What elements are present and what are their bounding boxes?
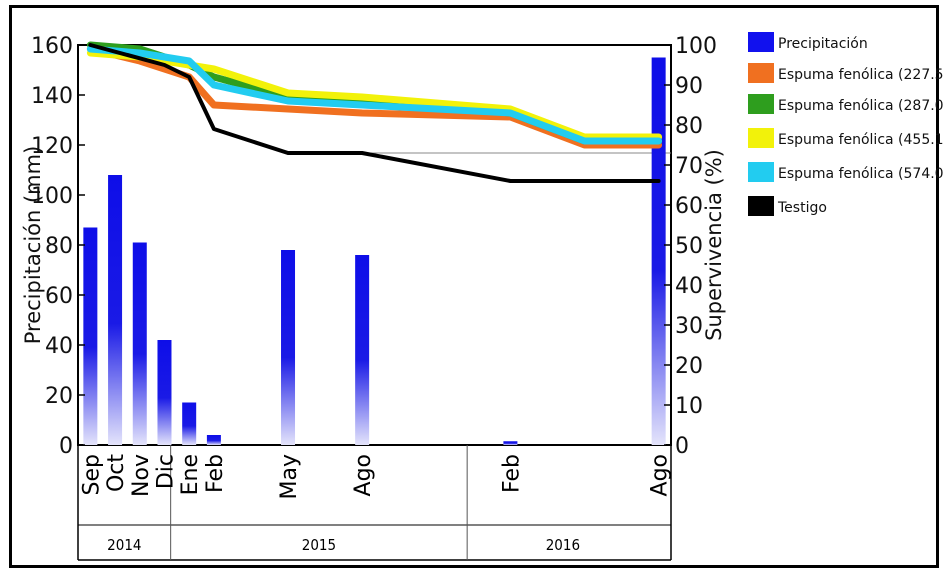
y2-axis-title: Supervivencia (%) (702, 149, 726, 341)
legend-swatch (748, 128, 774, 148)
y-tick-label: 20 (45, 384, 73, 409)
x-tick-label: Ene (178, 454, 203, 495)
y2-tick-label: 0 (675, 434, 689, 459)
x-tick-label: Oct (104, 454, 129, 492)
series-line (86, 45, 663, 149)
precipitation-bar (503, 441, 518, 445)
legend-label: Precipitación (778, 36, 868, 52)
precipitation-bar (132, 242, 147, 445)
legend-swatch (748, 94, 774, 114)
y2-tick-label: 10 (675, 394, 703, 419)
x-tick-label: Feb (499, 454, 524, 493)
y-tick-label: 40 (45, 334, 73, 359)
legend-label: Espuma fenólica (574.0 ml) (778, 166, 946, 182)
y2-tick-label: 40 (675, 274, 703, 299)
precipitation-bar (355, 255, 370, 445)
legend-swatch (748, 32, 774, 52)
bars-layer (83, 57, 666, 445)
y2-tick-label: 70 (675, 154, 703, 179)
precipitation-bar (108, 175, 123, 445)
y2-tick-label: 50 (675, 234, 703, 259)
precipitation-bar (281, 250, 296, 445)
series-line (88, 43, 661, 183)
x-tick-label: Nov (129, 454, 154, 497)
y-tick-label: 160 (31, 34, 73, 59)
x-tick-label: May (277, 454, 302, 499)
y-tick-label: 120 (31, 134, 73, 159)
precipitation-bar (182, 402, 197, 445)
y2-tick-label: 60 (675, 194, 703, 219)
lines-layer (86, 41, 663, 183)
legend-swatch (748, 196, 774, 216)
year-label: 2016 (546, 536, 580, 554)
legend-label: Espuma fenólica (287.0 ml) (778, 98, 946, 114)
y-tick-label: 100 (31, 184, 73, 209)
figure-frame (9, 5, 939, 568)
legend: Precipitación Espuma fenólica (227.5 ml) E… (748, 32, 946, 216)
precipitation-bar (651, 57, 666, 445)
year-label: 2015 (302, 536, 336, 554)
y-tick-label: 0 (59, 434, 73, 459)
y-tick-label: 60 (45, 284, 73, 309)
legend-label: Espuma fenólica (455.1 ml) (778, 132, 946, 148)
precipitation-bar (83, 227, 98, 445)
x-tick-label: Feb (203, 454, 228, 493)
y2-tick-label: 90 (675, 74, 703, 99)
precipitation-bar (157, 340, 172, 445)
y2-tick-label: 80 (675, 114, 703, 139)
y-axis-title: Precipitación (mm) (21, 146, 45, 345)
y2-tick-label: 30 (675, 314, 703, 339)
y-tick-label: 140 (31, 84, 73, 109)
y-tick-label: 80 (45, 234, 73, 259)
x-tick-label: Sep (79, 454, 104, 495)
x-tick-label: Ago (648, 454, 673, 496)
precipitation-bar (206, 435, 221, 445)
legend-label: Espuma fenólica (227.5 ml) (778, 67, 946, 83)
x-tick-label: Dic (153, 454, 178, 489)
series-line (86, 45, 663, 145)
series-line (86, 49, 663, 141)
legend-label: Testigo (777, 200, 827, 216)
y2-tick-label: 20 (675, 354, 703, 379)
legend-swatch (748, 162, 774, 182)
year-label: 2014 (107, 536, 141, 554)
y2-tick-label: 100 (675, 34, 717, 59)
legend-swatch (748, 63, 774, 83)
x-tick-label: Ago (351, 454, 376, 496)
